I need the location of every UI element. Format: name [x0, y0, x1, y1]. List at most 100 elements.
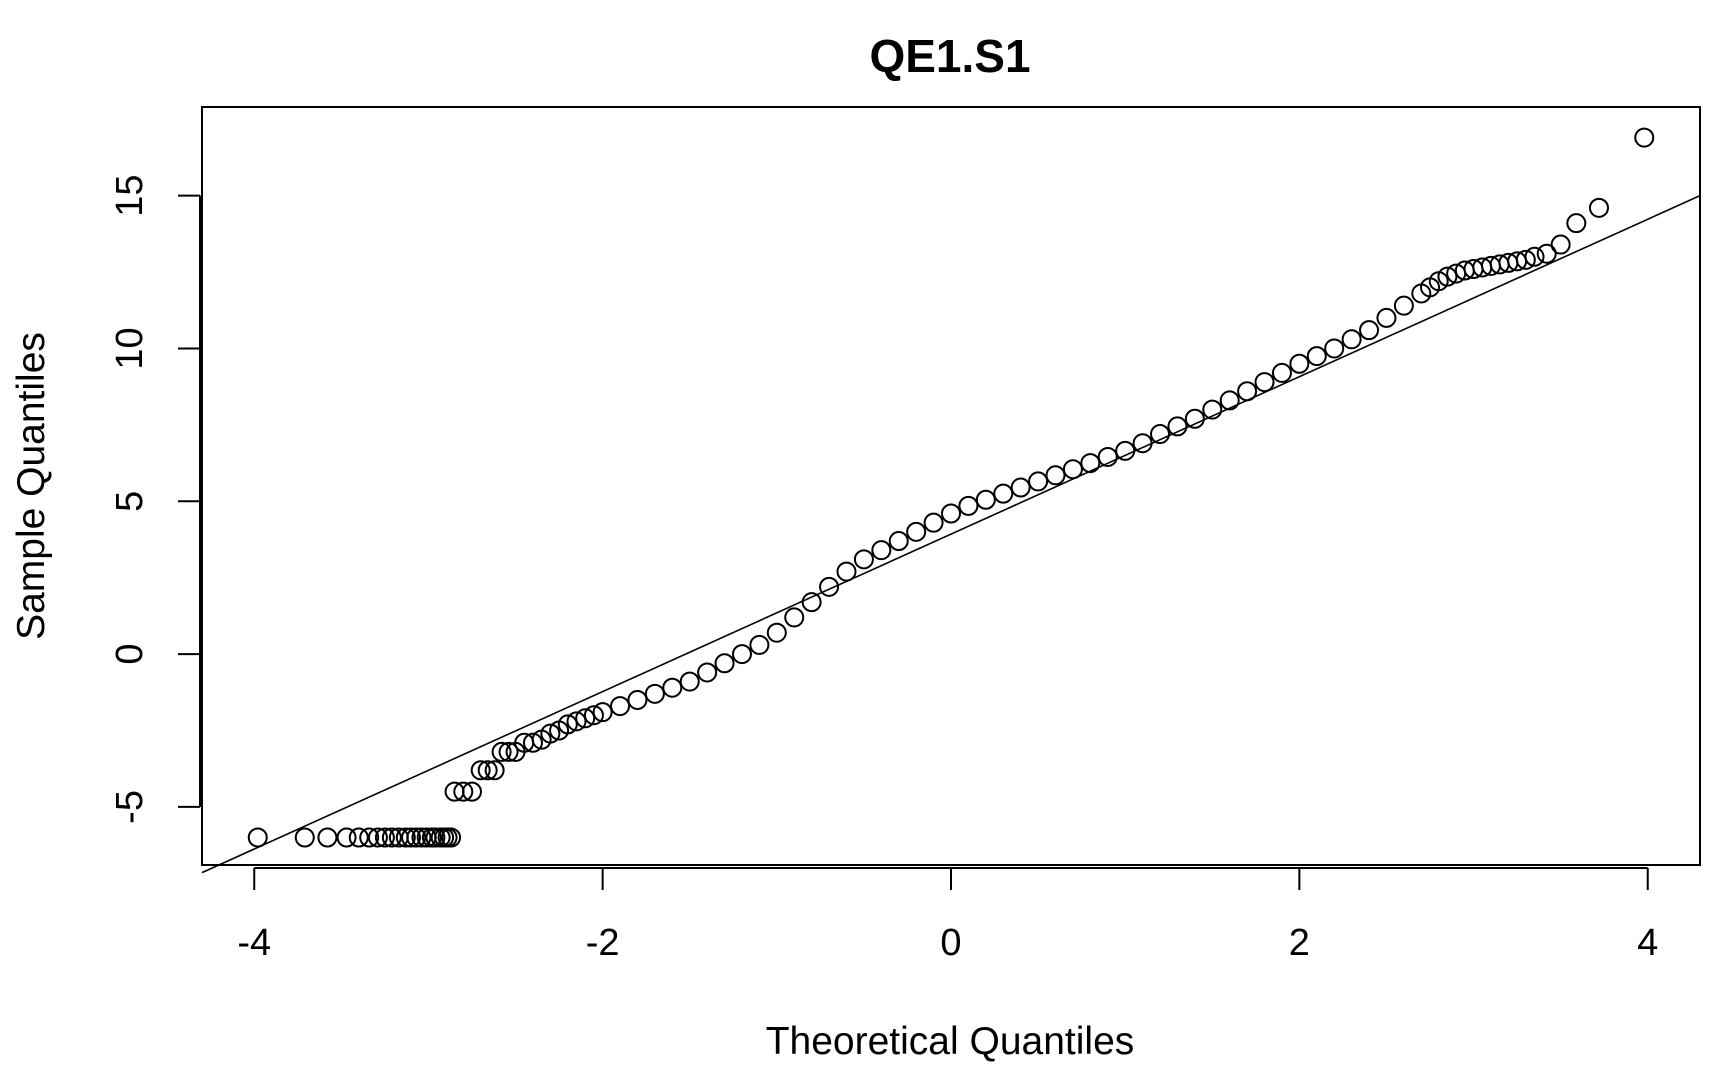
data-point	[540, 723, 561, 744]
data-point	[1202, 399, 1223, 420]
data-point	[853, 549, 874, 570]
data-point	[1588, 197, 1609, 218]
data-point	[406, 827, 427, 848]
data-point	[1184, 408, 1205, 429]
data-point	[610, 696, 631, 717]
data-point	[923, 512, 944, 533]
data-point	[644, 683, 665, 704]
data-point	[1080, 453, 1101, 474]
data-point	[441, 827, 462, 848]
data-point	[1437, 266, 1458, 287]
data-point	[749, 634, 770, 655]
data-point	[1393, 295, 1414, 316]
data-point	[425, 827, 446, 848]
data-point	[367, 827, 388, 848]
data-point	[662, 677, 683, 698]
y-tick-label: 15	[109, 174, 151, 216]
data-point	[453, 781, 474, 802]
data-point	[583, 705, 604, 726]
data-point	[294, 827, 315, 848]
data-point	[484, 760, 505, 781]
data-point	[1341, 329, 1362, 350]
x-tick-label: 0	[940, 922, 961, 964]
reference-line-layer	[201, 194, 1701, 874]
data-point	[1515, 249, 1536, 270]
data-point	[627, 689, 648, 710]
data-point	[1566, 213, 1587, 234]
y-tick-label: 5	[109, 491, 151, 512]
data-point	[359, 827, 380, 848]
data-point	[1376, 307, 1397, 328]
data-point	[1524, 246, 1545, 267]
data-point	[374, 827, 395, 848]
data-point	[395, 827, 416, 848]
data-point	[941, 503, 961, 524]
data-point	[958, 495, 979, 516]
data-point	[1254, 372, 1275, 393]
data-point	[1115, 440, 1136, 461]
data-point	[1634, 127, 1655, 148]
plot-frame	[201, 106, 1701, 866]
data-point	[491, 741, 512, 762]
data-point	[411, 827, 432, 848]
data-point	[336, 827, 357, 848]
data-point	[401, 827, 422, 848]
x-axis-label: Theoretical Quantiles	[766, 1020, 1135, 1063]
x-tick-label: -4	[237, 922, 271, 964]
data-point	[470, 760, 491, 781]
x-tick-label: 2	[1289, 922, 1310, 964]
data-point	[1045, 465, 1066, 486]
data-point	[975, 489, 996, 510]
data-points	[247, 127, 1655, 848]
chart-title: QE1.S1	[869, 30, 1030, 82]
data-point	[993, 483, 1014, 504]
data-point	[836, 561, 857, 582]
data-point	[1324, 338, 1345, 359]
data-point	[1536, 243, 1557, 264]
data-point	[697, 662, 718, 683]
data-point	[679, 671, 700, 692]
data-point	[247, 827, 268, 848]
data-point	[801, 592, 822, 613]
data-point	[871, 540, 892, 561]
data-point	[498, 741, 519, 762]
data-point	[575, 708, 596, 729]
y-axis-label: Sample Quantiles	[10, 332, 53, 640]
data-point	[477, 760, 498, 781]
y-tick-label: 10	[109, 327, 151, 369]
y-axis: -5 0 5 10 15	[109, 174, 201, 824]
data-point	[1097, 446, 1118, 467]
data-point	[461, 781, 482, 802]
x-tick-label: 4	[1637, 922, 1658, 964]
data-point	[1010, 477, 1031, 498]
data-point	[906, 521, 927, 542]
x-axis: -4 -2 0 2 4	[237, 867, 1658, 964]
data-point	[1132, 433, 1153, 454]
data-point	[766, 622, 787, 643]
x-tick-label: -2	[586, 922, 620, 964]
data-point	[566, 711, 587, 732]
data-point	[1271, 362, 1292, 383]
data-point	[888, 531, 909, 552]
data-point	[1289, 353, 1310, 374]
data-point	[784, 607, 805, 628]
data-point	[381, 827, 402, 848]
data-point	[1306, 346, 1327, 367]
data-point	[522, 732, 543, 753]
data-point	[348, 827, 369, 848]
y-tick-label: 0	[109, 644, 151, 665]
data-point	[1219, 390, 1240, 411]
data-point	[317, 827, 338, 848]
reference-line	[201, 194, 1701, 874]
data-point	[1150, 424, 1171, 445]
data-point	[731, 644, 752, 665]
data-point	[1237, 381, 1258, 402]
data-point	[714, 653, 735, 674]
data-point	[1550, 234, 1571, 255]
data-point	[1062, 459, 1083, 480]
data-point	[592, 702, 613, 723]
data-point	[819, 576, 840, 597]
data-point	[1167, 416, 1188, 437]
data-point	[1359, 320, 1380, 341]
